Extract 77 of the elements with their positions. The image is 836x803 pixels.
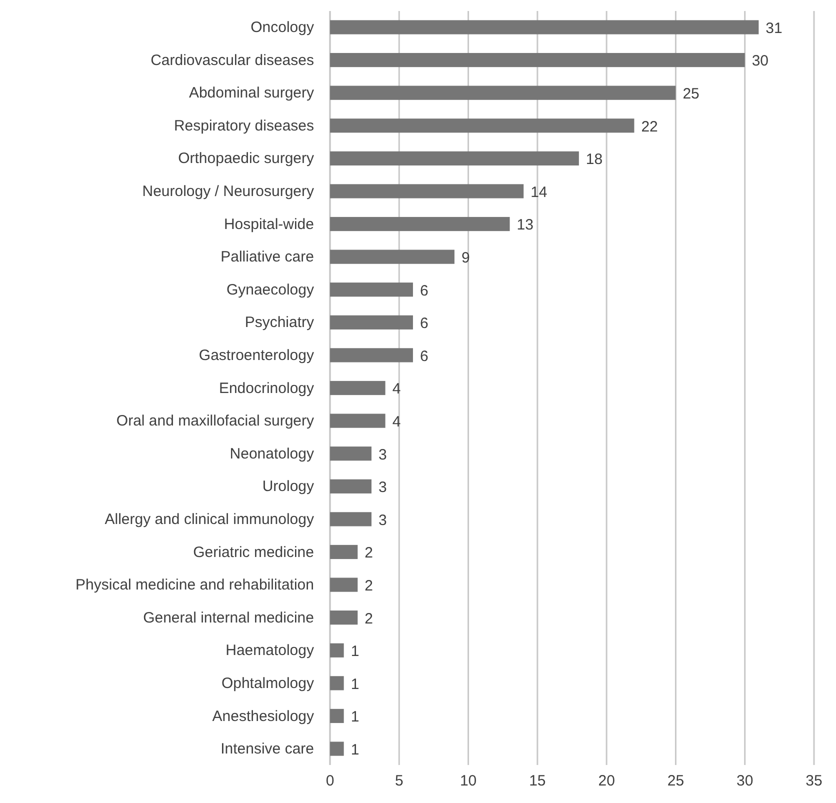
y-tick-label: Oral and maxillofacial surgery [116,412,314,430]
data-label: 1 [350,741,360,758]
data-label: 6 [420,315,428,332]
data-label: 2 [364,544,373,562]
bar [330,118,634,133]
y-tick-label: Orthopaedic surgery [178,150,314,168]
y-tick-label: Endocrinology [218,380,314,397]
bar [330,578,358,592]
data-label: 30 [752,52,769,70]
data-label: 3 [378,479,387,496]
y-tick-label: Respiratory diseases [174,117,314,134]
y-tick-label: Oncology [250,19,314,36]
data-label: 2 [364,577,373,594]
data-label: 25 [682,86,700,103]
data-label: 3 [378,512,387,529]
bar [330,544,358,560]
data-label: 4 [392,413,401,430]
data-label: 1 [350,643,360,660]
bar [330,380,386,396]
y-tick-label: General internal medicine [143,609,314,626]
bar [330,676,344,690]
bar [330,250,454,264]
y-tick-label: Neurology / Neurosurgery [142,183,314,200]
data-label: 13 [516,216,534,234]
data-label: 18 [586,151,603,168]
x-tick-label: 15 [529,772,546,790]
bar [330,610,358,625]
bar [330,479,372,494]
y-tick-label: Anesthesiology [212,708,314,725]
x-tick-label: 30 [736,772,754,790]
y-tick-label: Palliative care [220,248,314,266]
bar [330,86,676,100]
data-label: 1 [350,676,360,693]
x-tick-label: 35 [806,772,822,790]
bar [330,414,386,428]
y-tick-label: Abdominal surgery [188,84,314,102]
y-tick-label: Gynaecology [226,281,314,298]
bar [330,512,372,526]
x-tick-label: 5 [394,772,404,790]
bar [330,643,344,658]
y-tick-label: Gastroenterology [198,347,314,364]
bar [330,52,745,68]
y-tick-label: Urology [262,478,314,496]
y-tick-label: Cardiovascular diseases [150,52,314,69]
bar [330,708,344,724]
bar [330,20,759,34]
bar [330,315,413,330]
y-tick-label: Allergy and clinical immunology [104,510,314,528]
data-label: 14 [530,184,548,201]
bar [330,446,372,461]
bar [330,282,413,297]
x-tick-label: 0 [326,772,334,790]
data-label: 6 [420,348,428,365]
y-tick-label: Haematology [226,642,314,660]
y-tick-label: Geriatric medicine [193,544,314,561]
data-label: 4 [392,380,401,398]
x-tick-label: 20 [598,772,615,790]
bar [330,742,344,756]
bar [330,151,579,166]
y-tick-label: Hospital-wide [224,216,314,233]
data-label: 9 [461,250,470,267]
x-tick-label: 25 [667,772,684,790]
data-label: 22 [641,118,658,136]
bar [330,216,510,232]
y-tick-label: Neonatology [230,445,314,462]
data-label: 2 [364,610,373,628]
y-tick-label: Intensive care [220,740,314,758]
data-label: 3 [378,446,387,464]
bar [330,184,524,198]
data-label: 1 [350,708,360,726]
data-label: 6 [420,282,428,300]
y-tick-label: Ophtalmology [221,674,314,692]
data-label: 31 [766,20,782,37]
y-tick-label: Physical medicine and rehabilitation [76,576,314,594]
bar [330,348,413,362]
x-tick-label: 10 [460,772,477,790]
y-tick-label: Psychiatry [244,314,314,332]
